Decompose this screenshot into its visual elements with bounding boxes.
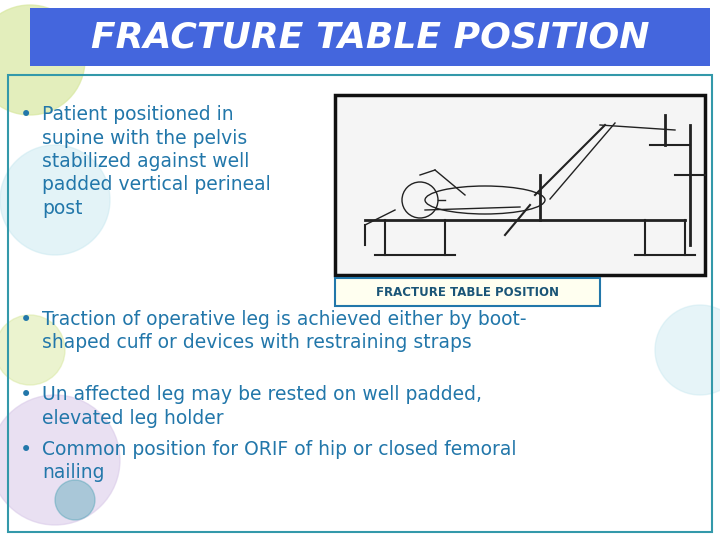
Text: FRACTURE TABLE POSITION: FRACTURE TABLE POSITION	[376, 286, 559, 299]
Text: •: •	[20, 440, 32, 460]
Text: Patient positioned in
supine with the pelvis
stabilized against well
padded vert: Patient positioned in supine with the pe…	[42, 105, 271, 218]
Circle shape	[55, 480, 95, 520]
Circle shape	[0, 395, 120, 525]
Circle shape	[0, 315, 65, 385]
Circle shape	[0, 145, 110, 255]
Circle shape	[655, 305, 720, 395]
Text: •: •	[20, 385, 32, 405]
Bar	[30, 8, 710, 66]
Text: Traction of operative leg is achieved either by boot-
shaped cuff or devices wit: Traction of operative leg is achieved ei…	[42, 310, 526, 353]
Circle shape	[0, 5, 85, 115]
Bar	[335, 278, 600, 306]
Text: •: •	[20, 105, 32, 125]
Text: •: •	[20, 310, 32, 330]
Text: FRACTURE TABLE POSITION: FRACTURE TABLE POSITION	[91, 20, 649, 54]
Text: Un affected leg may be rested on well padded,
elevated leg holder: Un affected leg may be rested on well pa…	[42, 385, 482, 428]
Text: Common position for ORIF of hip or closed femoral
nailing: Common position for ORIF of hip or close…	[42, 440, 516, 483]
Bar	[335, 95, 705, 275]
